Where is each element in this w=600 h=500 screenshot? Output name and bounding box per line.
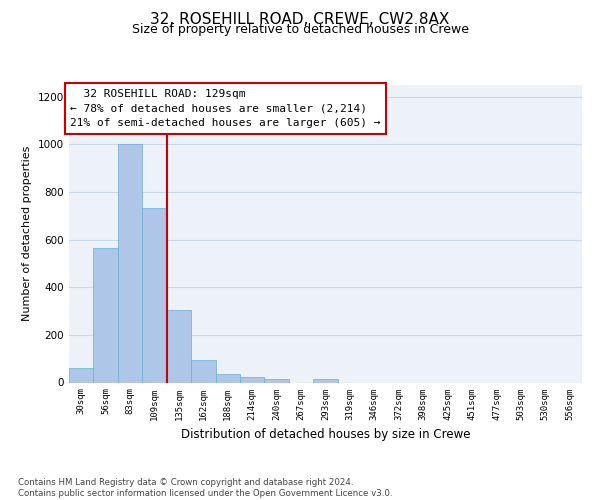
Bar bbox=[265, 380, 289, 382]
Bar bbox=[167, 310, 191, 382]
Text: Size of property relative to detached houses in Crewe: Size of property relative to detached ho… bbox=[131, 24, 469, 36]
Bar bbox=[215, 374, 240, 382]
Bar bbox=[191, 360, 215, 382]
Bar bbox=[94, 248, 118, 382]
Bar bbox=[142, 208, 167, 382]
Y-axis label: Number of detached properties: Number of detached properties bbox=[22, 146, 32, 322]
Bar bbox=[240, 376, 265, 382]
Bar bbox=[118, 144, 142, 382]
Text: 32 ROSEHILL ROAD: 129sqm
← 78% of detached houses are smaller (2,214)
21% of sem: 32 ROSEHILL ROAD: 129sqm ← 78% of detach… bbox=[70, 88, 381, 128]
X-axis label: Distribution of detached houses by size in Crewe: Distribution of detached houses by size … bbox=[181, 428, 470, 441]
Text: 32, ROSEHILL ROAD, CREWE, CW2 8AX: 32, ROSEHILL ROAD, CREWE, CW2 8AX bbox=[151, 12, 449, 26]
Bar bbox=[69, 368, 94, 382]
Bar bbox=[313, 380, 338, 382]
Text: Contains HM Land Registry data © Crown copyright and database right 2024.
Contai: Contains HM Land Registry data © Crown c… bbox=[18, 478, 392, 498]
